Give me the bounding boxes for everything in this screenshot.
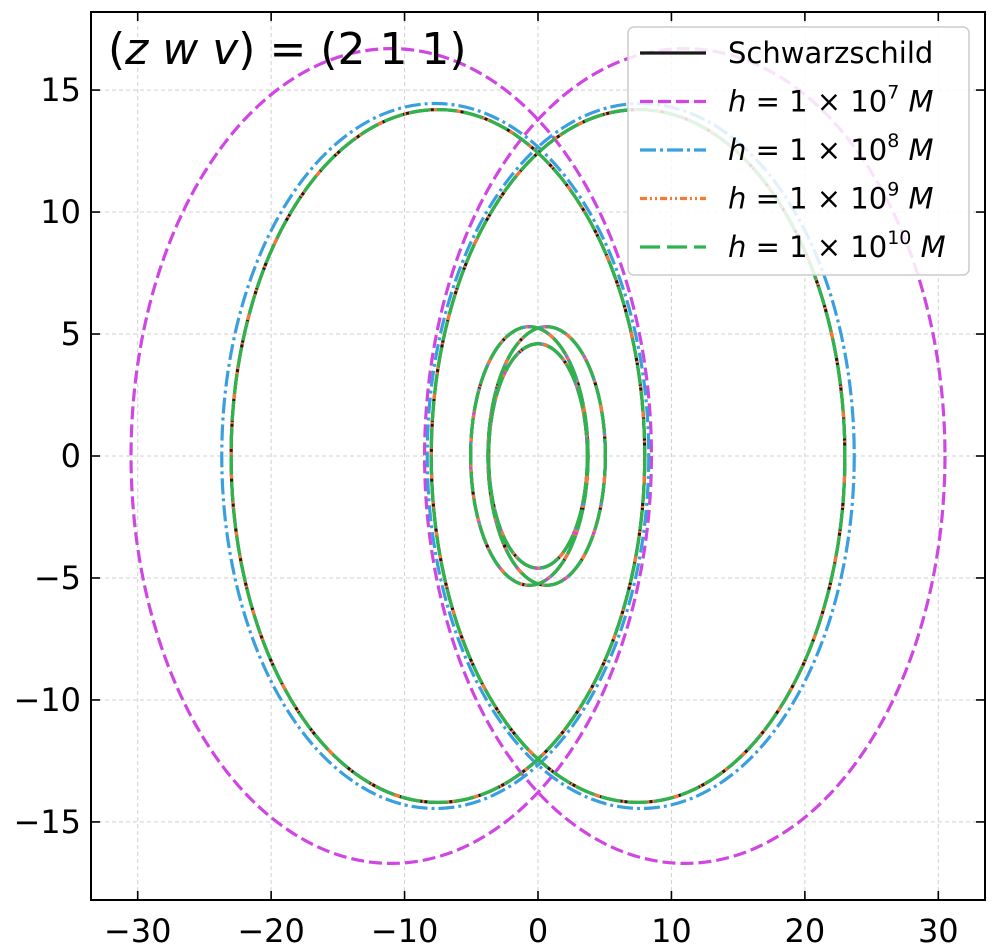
x-tick-label: −10 [371,912,439,950]
y-tick-label: 15 [40,71,81,109]
ticks: −30 −20 −10 0 10 20 30 −15 −10 −5 0 5 10 15 [13,12,985,950]
legend-label: h = 1 × 108 M [728,130,934,167]
y-tick-label: 10 [40,193,81,231]
x-tick-label: −30 [104,912,172,950]
legend-label: h = 1 × 1010 M [728,227,946,264]
legend: Schwarzschild h = 1 × 107 M h = 1 × 108 M h… [627,26,970,276]
legend-label: h = 1 × 107 M [728,82,934,119]
series-4-inner-loop-b [486,325,607,587]
chart-title-text: (z w v) = (2 1 1) [108,24,467,75]
series-1-left-lobe [129,46,654,866]
chart-title: (z w v) = (2 1 1) [108,24,467,75]
legend-label: Schwarzschild [728,36,933,70]
series-4-inner-loop-c [487,342,589,570]
y-tick-label: −10 [13,681,81,719]
legend-label: h = 1 × 109 M [728,179,934,216]
y-tick-label: 0 [61,437,81,475]
x-tick-label: 20 [785,912,826,950]
y-tick-label: 5 [61,315,81,353]
x-tick-label: 0 [528,912,548,950]
y-tick-label: −15 [13,803,81,841]
x-tick-label: −20 [237,912,305,950]
x-tick-label: 10 [651,912,692,950]
legend-box [627,26,970,276]
x-tick-label: 30 [918,912,959,950]
y-tick-label: −5 [34,559,81,597]
series-4-left-lobe [229,107,647,805]
series-2-left-lobe [220,101,651,811]
